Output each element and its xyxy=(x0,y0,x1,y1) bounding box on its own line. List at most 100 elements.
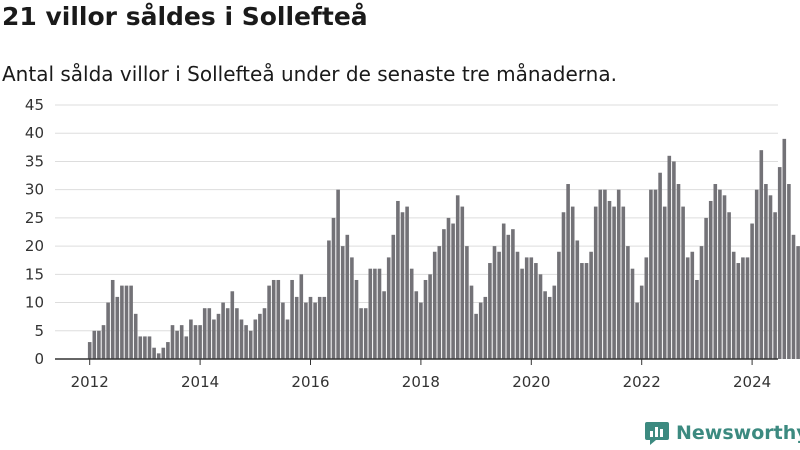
bar xyxy=(722,195,727,359)
bar xyxy=(262,308,267,359)
brand: Newsworthy xyxy=(644,420,800,446)
y-tick-label: 35 xyxy=(25,152,44,170)
bar xyxy=(442,229,446,359)
bar xyxy=(423,279,428,359)
bar xyxy=(465,246,469,359)
bar xyxy=(92,330,97,359)
bar xyxy=(336,189,340,359)
bar xyxy=(704,217,708,359)
bar xyxy=(750,223,754,359)
bar xyxy=(718,189,722,359)
bar xyxy=(156,353,161,359)
bar xyxy=(768,195,773,359)
bar xyxy=(396,200,400,359)
bar xyxy=(368,268,373,359)
bar xyxy=(796,246,800,359)
bar xyxy=(630,268,635,359)
bar xyxy=(736,263,741,359)
bar xyxy=(713,184,718,359)
bar xyxy=(304,302,308,359)
bar xyxy=(681,206,685,359)
bar xyxy=(658,172,662,359)
bar xyxy=(455,195,460,359)
bar xyxy=(635,302,639,359)
bar xyxy=(294,296,299,359)
y-tick-label: 40 xyxy=(25,124,44,142)
bar xyxy=(612,206,616,359)
bar xyxy=(589,251,593,359)
bar xyxy=(524,257,529,359)
bar xyxy=(400,212,405,359)
bar xyxy=(285,319,290,359)
bar xyxy=(731,251,736,359)
bar xyxy=(543,291,547,359)
x-axis-ticks: 20122014201620182020202220242026 xyxy=(71,359,771,391)
x-tick-label: 2022 xyxy=(623,373,661,391)
bar xyxy=(685,257,690,359)
bar xyxy=(667,155,672,359)
bar xyxy=(317,296,322,359)
chart-subtitle: Antal sålda villor i Sollefteå under de … xyxy=(2,62,617,86)
y-tick-label: 15 xyxy=(25,265,44,283)
bar xyxy=(147,336,152,359)
bar xyxy=(741,257,745,359)
newsworthy-logo-icon xyxy=(645,422,669,445)
bar xyxy=(382,291,386,359)
y-tick-label: 45 xyxy=(25,96,44,114)
bar xyxy=(138,336,143,359)
bar xyxy=(787,184,791,359)
bar xyxy=(547,296,552,359)
bar xyxy=(478,302,483,359)
bar xyxy=(363,308,368,359)
y-tick-label: 20 xyxy=(25,237,44,255)
brand-name: Newsworthy xyxy=(676,422,800,444)
bar xyxy=(405,206,409,359)
bar xyxy=(124,285,129,359)
bar xyxy=(616,189,621,359)
bar xyxy=(115,296,120,359)
bar xyxy=(373,268,377,359)
bar xyxy=(377,268,382,359)
bar xyxy=(166,342,170,359)
bar xyxy=(212,319,216,359)
bar xyxy=(327,240,331,359)
bar xyxy=(179,325,184,359)
y-tick-label: 5 xyxy=(34,322,44,340)
bar xyxy=(593,206,598,359)
bar xyxy=(308,296,313,359)
bar xyxy=(276,279,281,359)
bar-series xyxy=(87,138,800,359)
bar xyxy=(488,263,492,359)
x-tick-label: 2018 xyxy=(402,373,440,391)
bar xyxy=(773,212,777,359)
bar xyxy=(253,319,258,359)
y-axis-ticks: 0 5 10 15 20 25 30 35 40 45 xyxy=(25,96,44,368)
bar xyxy=(672,161,676,359)
bar xyxy=(175,330,179,359)
bar xyxy=(497,251,501,359)
bar xyxy=(506,234,511,359)
bar xyxy=(322,296,327,359)
bar xyxy=(331,217,336,359)
bar xyxy=(708,200,713,359)
bar xyxy=(101,325,106,359)
bar xyxy=(258,313,262,359)
bar xyxy=(386,257,391,359)
bar xyxy=(653,189,658,359)
bar xyxy=(699,246,704,359)
bar xyxy=(350,257,354,359)
bar xyxy=(354,279,359,359)
bar xyxy=(409,268,414,359)
bar xyxy=(143,336,147,359)
bar xyxy=(745,257,750,359)
bar xyxy=(639,285,644,359)
bar xyxy=(529,257,534,359)
bar xyxy=(764,184,768,359)
bar xyxy=(419,302,423,359)
bar xyxy=(460,206,465,359)
bar xyxy=(538,274,543,359)
bar xyxy=(207,308,212,359)
x-tick-label: 2024 xyxy=(733,373,771,391)
bar xyxy=(110,279,115,359)
